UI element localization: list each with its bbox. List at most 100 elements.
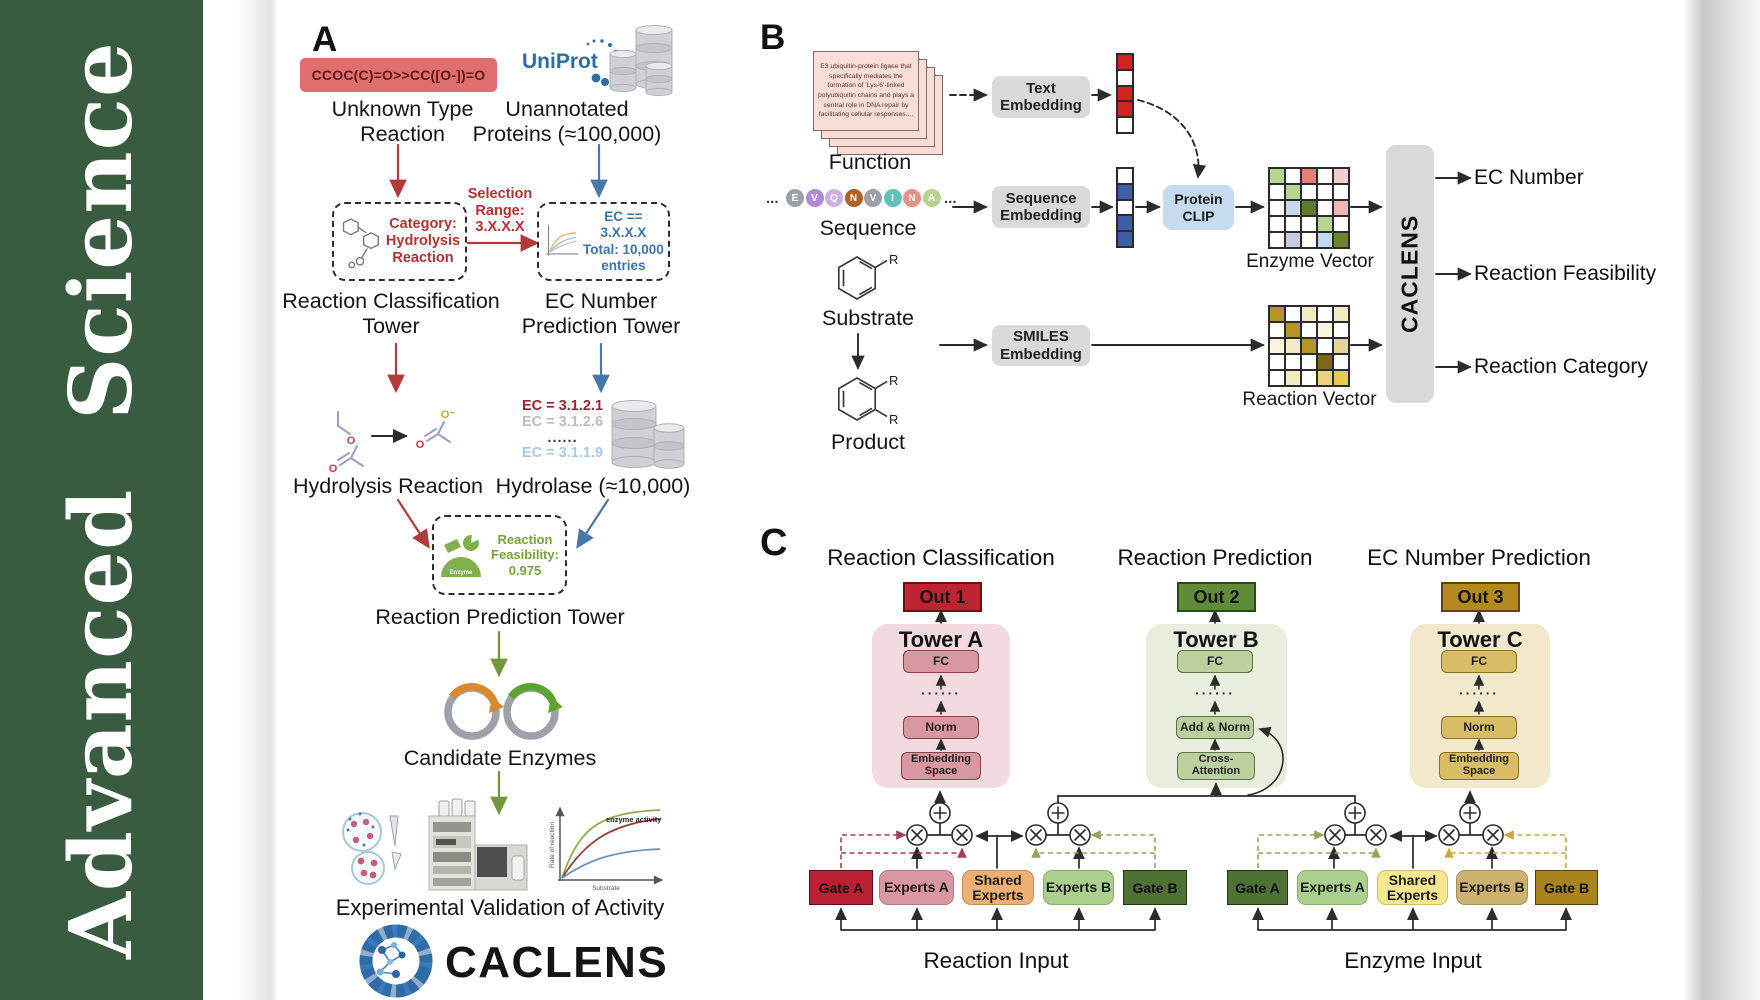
vector-cell (1301, 232, 1317, 248)
hydrolase-label: Hydrolase (≈10,000) (495, 474, 691, 498)
vector-cell (1333, 322, 1349, 338)
sequence-embedding-box: Sequence Embedding (992, 186, 1090, 228)
enzyme-vector-label: Enzyme Vector (1246, 251, 1374, 272)
plot-xlabel: Substrate (592, 885, 620, 892)
sequence-label: Sequence (819, 216, 917, 240)
vector-cell (1285, 338, 1301, 354)
vector-cell (1333, 168, 1349, 184)
reaction-gate-a: Gate A (809, 870, 873, 905)
reaction-shared-experts: Shared Experts (962, 870, 1034, 905)
function-label: Function (828, 150, 912, 174)
panel-b-arrows (851, 88, 1472, 374)
vector-cell (1317, 338, 1333, 354)
atom-o: O (416, 439, 425, 451)
experimental-validation-label: Experimental Validation of Activity (335, 895, 665, 920)
residue-circle: I (883, 189, 902, 207)
reaction-vector-label: Reaction Vector (1242, 389, 1377, 410)
page-edge-gradient (1683, 0, 1760, 1000)
vector-cell (1301, 322, 1317, 338)
vector-cell (1317, 216, 1333, 232)
vector-cell (1117, 101, 1133, 118)
vector-cell (1301, 370, 1317, 386)
enzyme-kinetics-plot: enzyme activity Rate of reaction Substra… (549, 806, 664, 892)
sequence-ellipsis: ... (944, 190, 957, 207)
tower-c-norm: Norm (1441, 716, 1517, 739)
vector-cell (1301, 200, 1317, 216)
r-group-label: R (889, 252, 898, 267)
database-icon (611, 400, 685, 469)
vector-cell (1333, 338, 1349, 354)
hydrolysis-reaction-scheme: O O O⁻ O (329, 409, 456, 475)
residue-circle: Q (825, 189, 843, 207)
ec-filter-label: EC == 3.X.X.X Total: 10,000 entries (582, 209, 664, 273)
ec-item: EC = 3.1.2.1 (522, 398, 604, 414)
vector-cell (1301, 306, 1317, 322)
vector-cell (1269, 354, 1285, 370)
tower-a-embedding-space: Embedding Space (901, 752, 981, 780)
vector-cell (1317, 200, 1333, 216)
sequence-embedding-vector (1116, 167, 1134, 248)
vector-cell (1333, 354, 1349, 370)
enzyme-vector-grid (1268, 167, 1350, 249)
tower-b-dots: ······ (1195, 685, 1235, 701)
hydrolysis-reaction-label: Hydrolysis Reaction (293, 474, 483, 498)
vector-cell (1285, 168, 1301, 184)
atom-o: O (347, 435, 356, 447)
tower-c-title: Tower C (1437, 627, 1523, 652)
residue-circle: V (864, 189, 882, 207)
database-icon (609, 25, 673, 97)
vector-cell (1317, 354, 1333, 370)
r-group-label: R (889, 412, 898, 427)
vector-cell (1269, 232, 1285, 248)
enzyme-experts-a: Experts A (1297, 870, 1368, 905)
substrate-label: Substrate (821, 306, 915, 330)
vector-cell (1333, 370, 1349, 386)
ec-number-list: EC = 3.1.2.1 EC = 3.1.2.6 ...... EC = 3.… (522, 398, 604, 462)
plasmid-icons (444, 682, 563, 740)
output-reaction-category: Reaction Category (1474, 355, 1648, 378)
vector-cell (1269, 168, 1285, 184)
vector-cell (1117, 168, 1133, 184)
residue-circle: V (805, 189, 824, 207)
ec-item: EC = 3.1.2.6 (522, 413, 604, 430)
text-embedding-vector (1116, 53, 1134, 134)
vector-cell (1317, 168, 1333, 184)
vector-cell (1333, 216, 1349, 232)
category-label: Category: Hydrolysis Reaction (385, 216, 461, 266)
enzyme-shared-experts: Shared Experts (1377, 870, 1448, 905)
ec-item: ...... (547, 429, 578, 446)
vector-cell (1317, 232, 1333, 248)
ec-selection-box: EC == 3.X.X.X Total: 10,000 entries (537, 202, 670, 281)
residue-circle: E (786, 189, 804, 207)
output-reaction-feasibility: Reaction Feasibility (1474, 262, 1657, 285)
residue-circle: N (844, 189, 863, 207)
reaction-feasibility-box: Enzyme Reaction Feasibility: 0.975 (432, 515, 567, 595)
uniprot-wordmark: UniProt (522, 50, 598, 73)
vector-cell (1333, 232, 1349, 248)
vector-cell (1285, 232, 1301, 248)
vector-cell (1117, 117, 1133, 133)
tower-a-title: Tower A (898, 627, 984, 652)
heading-ec-number-prediction: EC Number Prediction (1367, 545, 1591, 570)
vector-cell (1269, 216, 1285, 232)
tower-c-embedding-space: Embedding Space (1439, 752, 1519, 780)
out3-box: Out 3 (1441, 582, 1520, 612)
r-group-label: R (889, 373, 898, 388)
hplc-instrument-icon (428, 798, 528, 891)
enzyme-icon: Enzyme (441, 533, 482, 577)
journal-sidebar: Advanced Science (0, 0, 203, 1000)
reaction-classification-input-box: Category: Hydrolysis Reaction (332, 202, 467, 281)
vector-cell (1269, 322, 1285, 338)
vector-cell (1285, 306, 1301, 322)
plot-ylabel: Rate of reaction (549, 822, 556, 868)
vector-cell (1333, 200, 1349, 216)
function-card: E3 ubiquitin-protein ligase that specifi… (813, 51, 919, 131)
vector-cell (1285, 184, 1301, 200)
vector-cell (1117, 54, 1133, 70)
vector-cell (1301, 216, 1317, 232)
tower-a-fc: FC (903, 650, 979, 673)
caclens-model-box: CACLENS (1386, 145, 1434, 403)
plot-annotation: enzyme activity (606, 815, 662, 824)
